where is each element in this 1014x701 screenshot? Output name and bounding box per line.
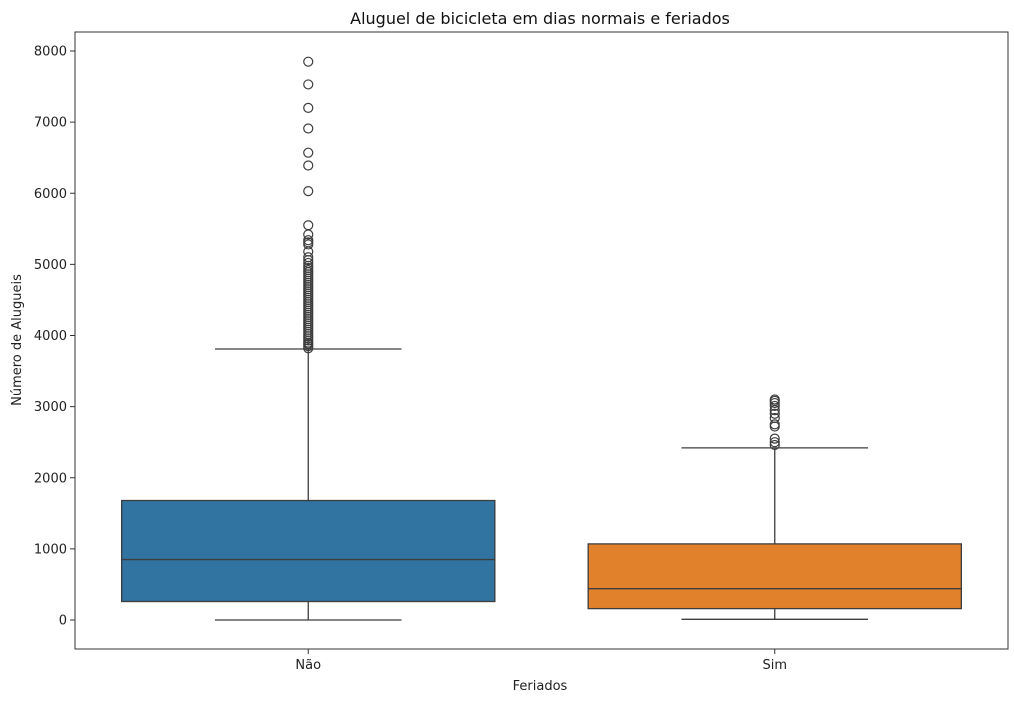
outlier-point xyxy=(303,235,314,246)
outlier-point xyxy=(303,186,314,197)
box-group-2 xyxy=(587,394,963,620)
y-tick-label: 5000 xyxy=(34,258,67,273)
outlier-point xyxy=(303,257,314,269)
outlier-point xyxy=(303,102,314,114)
chart-title: Aluguel de bicicleta em dias normais e f… xyxy=(350,9,730,28)
y-tick-label: 7000 xyxy=(34,116,67,131)
outlier-point xyxy=(769,412,780,424)
y-tick-label: 4000 xyxy=(34,329,67,344)
y-tick-label: 8000 xyxy=(34,45,67,60)
y-tick-label: 2000 xyxy=(34,471,67,486)
outlier-point xyxy=(769,419,780,430)
box-iqr xyxy=(587,543,963,610)
x-axis: Não Sim xyxy=(295,649,787,673)
y-tick-label: 1000 xyxy=(34,542,67,557)
x-tick-label: Sim xyxy=(762,658,787,673)
outlier-point xyxy=(769,421,780,432)
axes-frame xyxy=(74,31,1009,650)
y-axis: 0 1000 2000 3000 4000 5000 6000 7000 8000 xyxy=(34,45,75,629)
outlier-point xyxy=(769,439,780,451)
outlier-point xyxy=(769,437,780,448)
outlier-point xyxy=(769,394,780,405)
outlier-point xyxy=(303,160,314,171)
outlier-point xyxy=(303,79,314,90)
outlier-point xyxy=(303,252,314,263)
outlier-point xyxy=(303,123,314,134)
plot-area xyxy=(121,56,963,621)
outlier-point xyxy=(769,433,780,444)
y-tick-label: 3000 xyxy=(34,400,67,415)
y-tick-label: 6000 xyxy=(34,187,67,202)
outlier-point xyxy=(303,220,314,231)
box-group-1 xyxy=(121,56,496,621)
x-axis-label: Feriados xyxy=(513,679,568,694)
outlier-point xyxy=(303,56,314,67)
outlier-point xyxy=(303,147,314,158)
outlier-point xyxy=(769,400,780,412)
box-iqr xyxy=(121,499,496,603)
x-tick-label: Não xyxy=(295,658,321,673)
outlier-point xyxy=(769,408,780,419)
y-tick-label: 0 xyxy=(59,614,67,629)
y-axis-label: Número de Alugueis xyxy=(10,274,25,406)
